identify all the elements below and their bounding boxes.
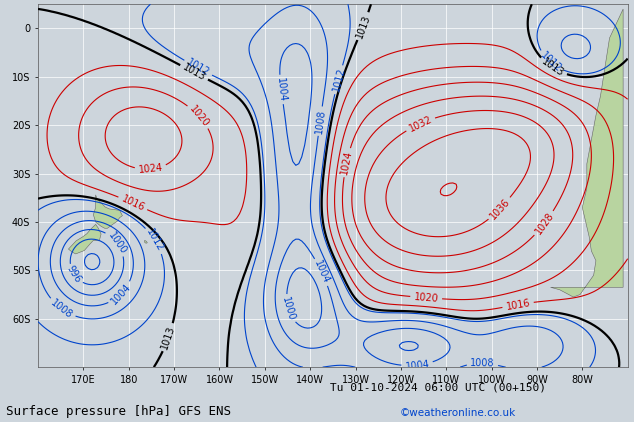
Text: 1028: 1028 [533,211,555,236]
Text: ©weatheronline.co.uk: ©weatheronline.co.uk [399,408,515,418]
Text: 1000: 1000 [280,295,297,322]
Polygon shape [145,241,147,243]
Text: 1020: 1020 [413,292,439,304]
Text: 1004: 1004 [109,281,133,306]
Text: Tu 01-10-2024 06:00 UTC (00+150): Tu 01-10-2024 06:00 UTC (00+150) [330,382,546,392]
Text: 1032: 1032 [407,114,434,133]
Text: 1016: 1016 [120,194,146,213]
Text: 1008: 1008 [314,108,327,134]
Polygon shape [93,195,122,228]
Text: 1012: 1012 [331,67,346,93]
Text: 1012: 1012 [145,227,165,254]
Text: 1036: 1036 [488,196,512,221]
Text: 1016: 1016 [505,298,531,312]
Text: 1013: 1013 [160,324,177,351]
Text: 1013: 1013 [181,62,207,83]
Text: 1012: 1012 [185,57,211,78]
Text: 1024: 1024 [138,163,164,176]
Text: 1008: 1008 [470,358,495,368]
Text: 1004: 1004 [312,259,331,285]
Text: 1024: 1024 [339,149,354,176]
Text: 1004: 1004 [404,359,430,371]
Text: 1020: 1020 [187,104,210,129]
Text: 1012: 1012 [538,50,563,74]
Text: 1013: 1013 [540,57,566,78]
Polygon shape [68,225,101,254]
Text: 1004: 1004 [275,77,288,102]
Polygon shape [550,9,623,297]
Text: 996: 996 [65,264,83,285]
Text: 1000: 1000 [106,230,128,256]
Text: Surface pressure [hPa] GFS ENS: Surface pressure [hPa] GFS ENS [6,405,231,418]
Text: 1013: 1013 [354,13,372,39]
Text: 1008: 1008 [49,298,74,320]
